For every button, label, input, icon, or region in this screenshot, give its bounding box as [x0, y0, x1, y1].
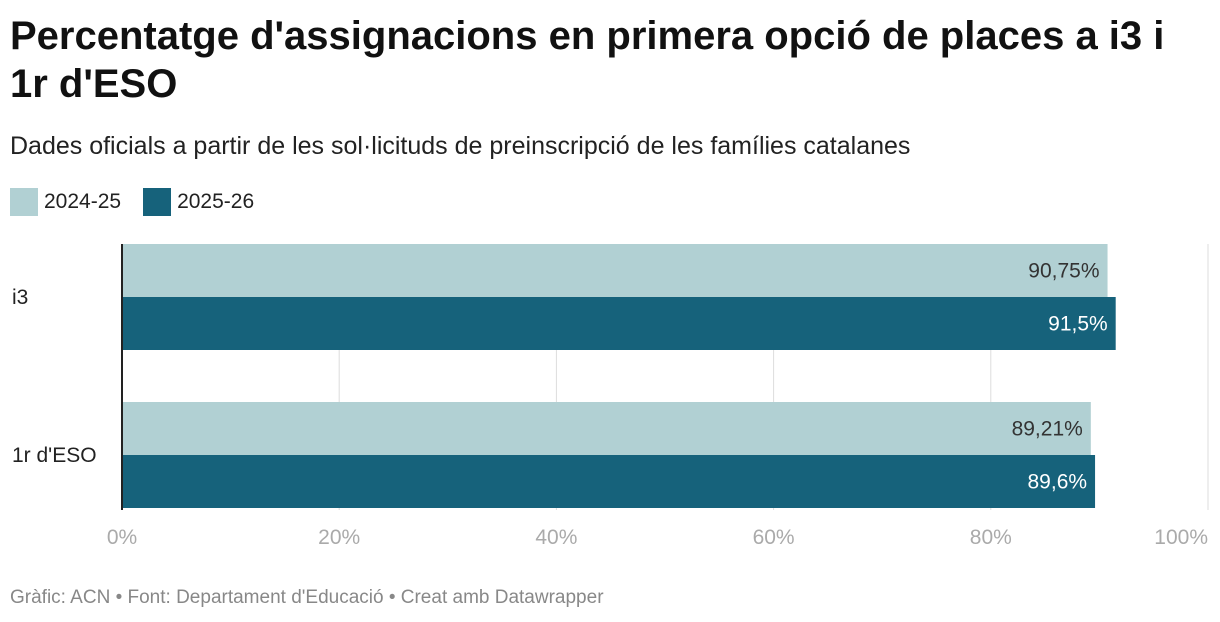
- legend-label-2025-26: 2025-26: [177, 190, 255, 213]
- bar-i3-2025-26: [122, 297, 1116, 350]
- data-label-i3-2024-25: 90,75%: [1028, 260, 1099, 283]
- legend: 2024-25 2025-26: [10, 188, 276, 216]
- footer-credit: Gràfic: ACN • Font: Departament d'Educac…: [10, 587, 604, 608]
- bar-chart: 90,75% 91,5% i3 89,21% 89,6% 1r d'ESO 0% 20% 40%…: [12, 244, 1209, 549]
- data-label-i3-2025-26: 91,5%: [1048, 313, 1108, 336]
- category-label-i3: i3: [12, 286, 28, 309]
- legend-item-2025-26: 2025-26: [143, 188, 254, 216]
- legend-swatch-2025-26: [143, 188, 172, 216]
- data-label-1r-d-eso-2024-25: 89,21%: [1012, 418, 1083, 441]
- bar-1r-d-eso-2025-26: [122, 455, 1096, 508]
- legend-label-2024-25: 2024-25: [44, 190, 122, 213]
- bar-i3-2024-25: [122, 244, 1108, 297]
- chart-subtitle: Dades oficials a partir de les sol·licit…: [10, 132, 911, 160]
- chart-title: Percentatge d'assignacions en primera op…: [10, 14, 1165, 106]
- category-label-1r-d-eso: 1r d'ESO: [12, 444, 97, 467]
- x-tick-label-20: 20%: [318, 526, 360, 549]
- data-label-1r-d-eso-2025-26: 89,6%: [1028, 471, 1088, 494]
- x-tick-label-40: 40%: [535, 526, 577, 549]
- x-tick-label-0: 0%: [107, 526, 137, 549]
- legend-swatch-2024-25: [10, 188, 38, 216]
- x-tick-label-100: 100%: [1154, 526, 1208, 549]
- legend-item-2024-25: 2024-25: [10, 188, 121, 216]
- x-tick-label-80: 80%: [970, 526, 1012, 549]
- x-tick-label-60: 60%: [753, 526, 795, 549]
- bar-1r-d-eso-2024-25: [122, 402, 1091, 455]
